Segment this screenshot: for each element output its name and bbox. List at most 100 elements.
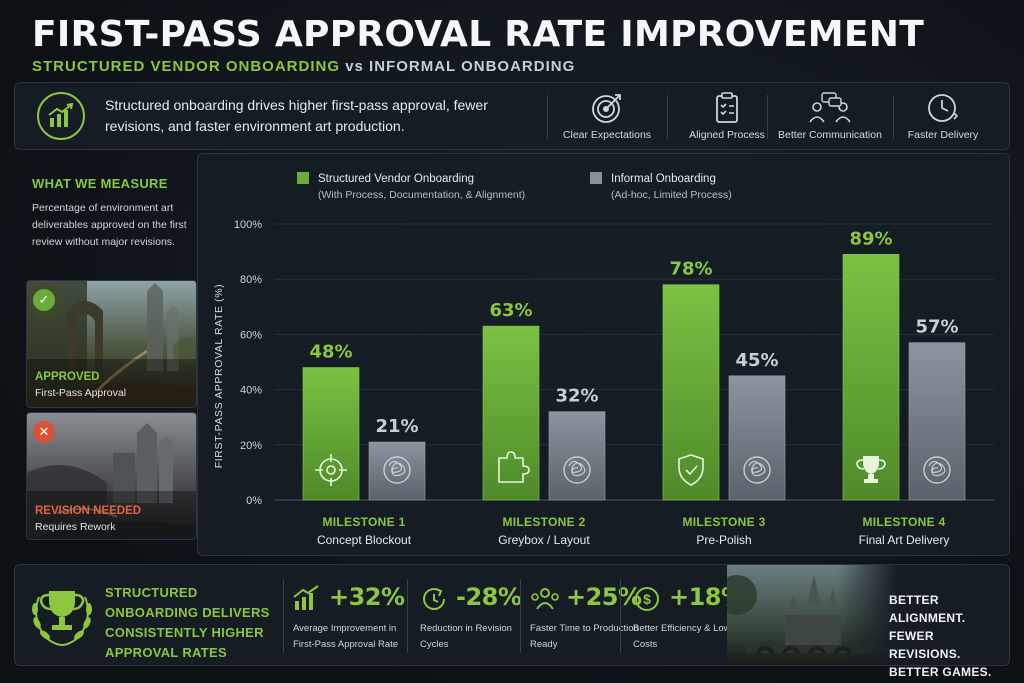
- value-label-informal: 45%: [735, 350, 778, 371]
- revision-title: REVISION NEEDED: [35, 505, 142, 517]
- stat-desc: Better Efficiency & Lower Costs: [633, 623, 739, 650]
- legend-label-structured: Structured Vendor Onboarding: [318, 173, 474, 185]
- value-label-structured: 78%: [669, 259, 712, 280]
- dollar-icon: $: [635, 587, 659, 611]
- revision-card: ✕ REVISION NEEDED Requires Rework: [26, 412, 197, 540]
- laurel-trophy-icon: [32, 591, 92, 646]
- legend-desc-informal: (Ad-hoc, Limited Process): [611, 189, 732, 201]
- subtitle-vs: vs: [345, 58, 364, 75]
- bar-structured: [302, 367, 360, 501]
- trophy-handles: [856, 459, 886, 470]
- bar-structured: [662, 284, 720, 501]
- value-label-informal: 21%: [375, 416, 418, 437]
- stat-value: +32%: [329, 583, 405, 611]
- benefit-better-communication: Better Communication: [767, 89, 893, 145]
- approved-sub: First-Pass Approval: [35, 387, 127, 399]
- category-label: MILESTONE 1: [322, 515, 405, 529]
- subtitle-structured: STRUCTURED VENDOR ONBOARDING: [32, 58, 341, 75]
- value-label-structured: 63%: [489, 300, 532, 321]
- approved-card: ✓ APPROVED First-Pass Approval: [26, 280, 197, 408]
- stat-desc: Average Improvement in First-Pass Approv…: [293, 623, 399, 650]
- growth-chart-icon: [37, 92, 85, 140]
- benefit-label: Better Communication: [778, 129, 882, 141]
- divider: [620, 579, 621, 653]
- revision-ruins-image: [27, 413, 196, 539]
- y-tick-label: 20%: [240, 440, 262, 452]
- checklist-icon: [716, 92, 738, 123]
- legend-label-informal: Informal Onboarding: [611, 173, 716, 185]
- legend-swatch-structured: [297, 172, 309, 184]
- bottom-panel: STRUCTURED ONBOARDING DELIVERS CONSISTEN…: [14, 564, 1010, 679]
- crosshair-center: [326, 465, 336, 475]
- measure-text: Percentage of environment art deliverabl…: [32, 202, 187, 248]
- tagline-line-1: BETTER ALIGNMENT.: [889, 593, 966, 625]
- category-label: MILESTONE 2: [502, 515, 585, 529]
- revision-sub: Requires Rework: [35, 521, 116, 533]
- divider: [520, 579, 521, 653]
- shield-check-icon: [678, 454, 704, 486]
- approved-ruins-image: [27, 281, 196, 407]
- chart-legend: Structured Vendor Onboarding (With Proce…: [297, 172, 732, 201]
- legend-swatch-informal: [590, 172, 602, 184]
- category-subtitle: Final Art Delivery: [859, 533, 950, 547]
- shield-check: [685, 465, 698, 476]
- divider: [893, 95, 894, 139]
- tagline-line-3: BETTER GAMES.: [889, 665, 992, 679]
- value-label-informal: 57%: [915, 317, 958, 338]
- category-label: MILESTONE 4: [862, 515, 945, 529]
- puzzle-shape: [498, 451, 530, 483]
- divider: [547, 95, 548, 139]
- y-tick-label: 40%: [240, 385, 262, 397]
- benefit-aligned-process: Aligned Process: [667, 89, 787, 145]
- fantasy-city-image: [727, 565, 897, 665]
- puzzle-icon: [498, 451, 530, 483]
- y-tick-label: 60%: [240, 329, 262, 341]
- y-tick-label: 80%: [240, 274, 262, 286]
- divider: [407, 579, 408, 653]
- category-subtitle: Greybox / Layout: [498, 533, 590, 547]
- trophy-shape: [863, 456, 879, 483]
- y-tick-label: 100%: [234, 219, 262, 231]
- bar-informal: [908, 342, 966, 501]
- benefit-faster-delivery: Faster Delivery: [893, 89, 993, 145]
- check-badge-icon: ✓: [33, 289, 55, 311]
- bar-structured: [482, 325, 540, 501]
- page-title: FIRST-PASS APPROVAL RATE IMPROVEMENT: [32, 14, 925, 55]
- bar-informal: [728, 375, 786, 501]
- subtitle-informal: INFORMAL ONBOARDING: [369, 58, 576, 75]
- trophy-icon: [856, 456, 886, 483]
- team-icon: [531, 588, 559, 610]
- divider: [767, 95, 768, 139]
- x-badge-icon: ✕: [33, 421, 55, 443]
- divider: [667, 95, 668, 139]
- category-subtitle: Pre-Polish: [696, 533, 751, 547]
- benefit-label: Faster Delivery: [907, 129, 979, 141]
- y-axis-label: FIRST-PASS APPROVAL RATE (%): [213, 284, 225, 468]
- stat-desc: Faster Time to Production Ready: [530, 623, 639, 650]
- stat-desc: Reduction in Revision Cycles: [420, 623, 512, 650]
- svg-text:$: $: [643, 591, 651, 607]
- measure-panel: WHAT WE MEASURE Percentage of environmen…: [14, 156, 197, 556]
- value-label-informal: 32%: [555, 386, 598, 407]
- benefit-label: Aligned Process: [689, 129, 765, 141]
- cycle-clock-icon: [423, 588, 445, 610]
- crosshair-icon: [315, 454, 347, 486]
- summary-text: Structured onboarding drives higher firs…: [105, 97, 488, 134]
- bar-informal: [548, 411, 606, 501]
- value-label-structured: 48%: [309, 342, 352, 363]
- target-icon: [592, 94, 621, 123]
- category-label: MILESTONE 3: [682, 515, 765, 529]
- benefit-clear-expectations: Clear Expectations: [547, 89, 667, 145]
- legend-desc-structured: (With Process, Documentation, & Alignmen…: [318, 189, 525, 201]
- value-label-structured: 89%: [849, 228, 892, 249]
- chart-panel: Structured Vendor Onboarding (With Proce…: [197, 153, 1010, 556]
- clock-icon: [928, 94, 959, 122]
- y-tick-label: 0%: [246, 495, 262, 507]
- approval-bar-chart: Structured Vendor Onboarding (With Proce…: [213, 172, 994, 547]
- measure-heading: WHAT WE MEASURE: [32, 176, 168, 191]
- summary-panel: Structured onboarding drives higher firs…: [14, 82, 1010, 150]
- divider: [283, 579, 284, 653]
- bar-growth-icon: [293, 585, 319, 610]
- bottom-headline: STRUCTURED ONBOARDING DELIVERS CONSISTEN…: [105, 585, 270, 660]
- approved-title: APPROVED: [35, 371, 100, 383]
